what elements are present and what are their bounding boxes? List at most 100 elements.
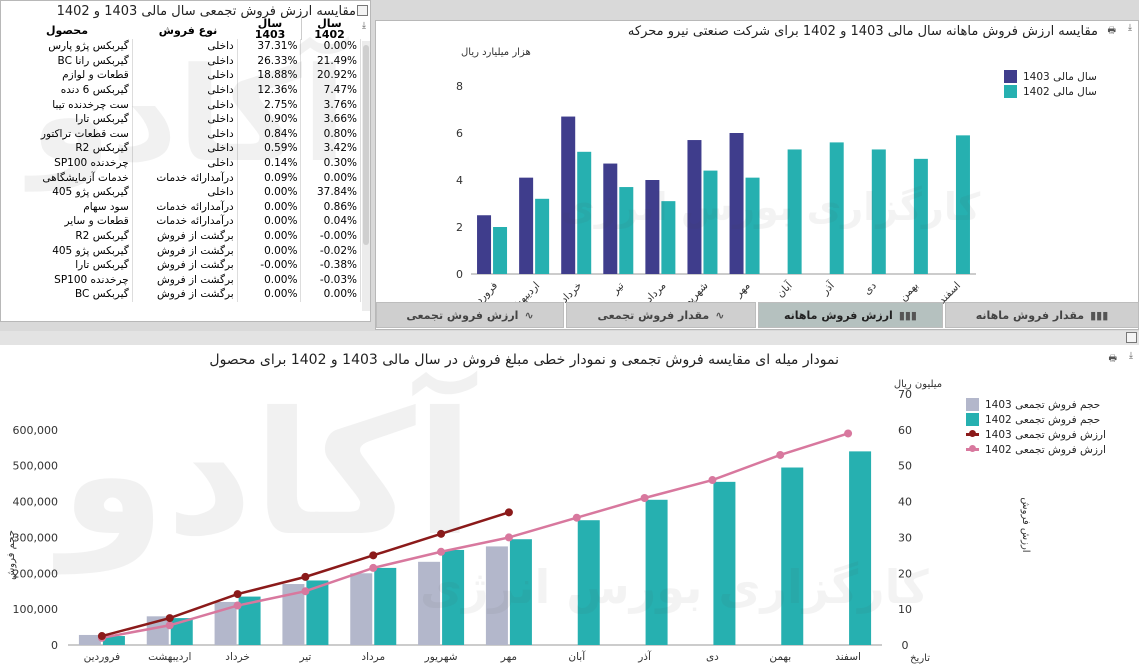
column-header-product[interactable]: محصول: [45, 24, 89, 37]
line-point[interactable]: [844, 429, 853, 438]
line-point[interactable]: [165, 621, 174, 630]
cell-year-1402: 21.49%: [300, 53, 361, 69]
export-icon[interactable]: ⤓: [362, 21, 368, 31]
bar-1403[interactable]: [561, 116, 576, 274]
bar-1403[interactable]: [519, 177, 534, 274]
table-row[interactable]: سود سهام درآمدارائه خدمات 0.00% 0.86%: [1, 199, 361, 215]
bar-1402[interactable]: [871, 149, 886, 274]
bar-1402[interactable]: [703, 170, 718, 274]
line-point[interactable]: [301, 572, 310, 581]
table-row[interactable]: گیربکس R2 داخلی 0.59% 3.42%: [1, 141, 361, 156]
bar-1402[interactable]: [102, 636, 125, 645]
bar-1402[interactable]: [509, 539, 532, 645]
bar-1402[interactable]: [493, 227, 508, 274]
table-row[interactable]: قطعات و لوازم داخلی 18.88% 20.92%: [1, 68, 361, 83]
bar-1402[interactable]: [619, 187, 634, 274]
tab-0[interactable]: مقدار فروش ماهانه ▮▮▮: [945, 302, 1139, 328]
column-header-year-1403[interactable]: سال 1403: [254, 17, 286, 41]
table-row[interactable]: گیربکس پژو 405 برگشت از فروش 0.00% -0.02%: [1, 243, 361, 258]
print-icon[interactable]: 🖶: [1108, 354, 1119, 364]
legend-item[interactable]: سال مالی 1403: [1004, 69, 1124, 84]
bar-1402[interactable]: [170, 618, 193, 645]
table-row[interactable]: گیربکس تارا داخلی 0.90% 3.66%: [1, 111, 361, 127]
tab-1[interactable]: ارزش فروش ماهانه ▮▮▮: [758, 302, 943, 328]
table-row[interactable]: ست چرخدنده تیبا داخلی 2.75% 3.76%: [1, 97, 361, 112]
line-point[interactable]: [301, 587, 310, 596]
bar-1402[interactable]: [781, 467, 804, 645]
table-row[interactable]: گیربکس پژو 405 داخلی 0.00% 37.84%: [1, 184, 361, 200]
line-point[interactable]: [776, 450, 785, 459]
bar-1402[interactable]: [661, 201, 676, 274]
bar-1402[interactable]: [238, 596, 261, 645]
table-row[interactable]: گیربکس 6 دنده داخلی 12.36% 7.47%: [1, 82, 361, 98]
bar-1403[interactable]: [687, 140, 702, 274]
bar-1402[interactable]: [442, 549, 465, 645]
line-point[interactable]: [504, 533, 513, 542]
bar-1403[interactable]: [78, 634, 101, 645]
bar-1403[interactable]: [418, 561, 441, 645]
legend-item[interactable]: ارزش فروش تجمعی 1403: [966, 427, 1126, 442]
line-point[interactable]: [437, 547, 446, 556]
table-row[interactable]: گیربکس R2 برگشت از فروش 0.00% -0.00%: [1, 228, 361, 244]
column-header-sale-type[interactable]: نوع فروش: [158, 24, 218, 37]
maximize-icon[interactable]: [1126, 332, 1137, 343]
bar-1403[interactable]: [214, 601, 237, 645]
legend-item[interactable]: حجم فروش تجمعی 1402: [966, 412, 1126, 427]
print-icon[interactable]: 🖶: [1107, 26, 1118, 36]
table-row[interactable]: خدمات آزمایشگاهی درآمدارائه خدمات 0.09% 0.0…: [1, 170, 361, 185]
tab-2[interactable]: مقدار فروش تجمعی ∿: [566, 302, 756, 328]
bar-1402[interactable]: [713, 481, 736, 645]
line-point[interactable]: [369, 551, 378, 560]
legend-item[interactable]: ارزش فروش تجمعی 1402: [966, 442, 1126, 457]
table-row[interactable]: چرخدنده SP100 داخلی 0.14% 0.30%: [1, 155, 361, 171]
bar-1402[interactable]: [577, 520, 600, 645]
line-point[interactable]: [437, 529, 446, 538]
table-row[interactable]: ست قطعات تراکتور داخلی 0.84% 0.80%: [1, 126, 361, 142]
bar-1403[interactable]: [485, 546, 508, 645]
line-point[interactable]: [233, 590, 242, 599]
legend-item[interactable]: سال مالی 1402: [1004, 84, 1124, 99]
line-point[interactable]: [97, 632, 106, 641]
bar-1402[interactable]: [535, 198, 550, 274]
line-1402[interactable]: [101, 432, 849, 640]
table-row[interactable]: چرخدنده SP100 برگشت از فروش 0.00% -0.03%: [1, 272, 361, 288]
export-icon[interactable]: ⤓: [1129, 351, 1135, 361]
line-point[interactable]: [504, 508, 513, 517]
bar-1402[interactable]: [577, 151, 592, 274]
tab-3[interactable]: ارزش فروش تجمعی ∿: [376, 302, 564, 328]
table-scrollbar[interactable]: [362, 41, 370, 311]
bar-1402[interactable]: [955, 135, 970, 274]
bar-1403[interactable]: [603, 163, 618, 274]
table-row[interactable]: گیربکس BC برگشت از فروش 0.00% 0.00%: [1, 287, 361, 302]
bar-1402[interactable]: [374, 567, 397, 645]
line-point[interactable]: [369, 563, 378, 572]
cell-sale-type: داخلی: [132, 111, 238, 127]
x-tick-label: خرداد: [225, 651, 250, 663]
line-point[interactable]: [572, 513, 581, 522]
column-header-year-1402[interactable]: سال 1402: [301, 18, 357, 40]
bar-1402[interactable]: [849, 451, 872, 645]
bar-1402[interactable]: [645, 499, 668, 645]
bar-1402[interactable]: [913, 158, 928, 274]
bar-1403[interactable]: [645, 180, 660, 274]
table-row[interactable]: گیربکس تارا برگشت از فروش -0.00% -0.38%: [1, 257, 361, 273]
line-point[interactable]: [708, 476, 717, 485]
bar-1403[interactable]: [350, 573, 373, 645]
table-row[interactable]: گیربکس رانا BC داخلی 26.33% 21.49%: [1, 53, 361, 69]
table-row[interactable]: قطعات و سایر درآمدارائه خدمات 0.00% 0.04%: [1, 214, 361, 229]
scrollbar-thumb[interactable]: [363, 45, 369, 245]
line-point[interactable]: [640, 493, 649, 502]
bar-1402[interactable]: [306, 580, 329, 645]
bar-1403[interactable]: [729, 133, 744, 274]
bar-1403[interactable]: [282, 584, 305, 645]
bar-1402[interactable]: [745, 177, 760, 274]
table-row[interactable]: گیربکس پژو پارس داخلی 37.31% 0.00%: [1, 39, 361, 54]
bar-1402[interactable]: [787, 149, 802, 274]
line-point[interactable]: [233, 601, 242, 610]
line-point[interactable]: [165, 614, 174, 623]
bar-1402[interactable]: [829, 142, 844, 274]
legend-item[interactable]: حجم فروش تجمعی 1403: [966, 397, 1126, 412]
export-icon[interactable]: ⤓: [1128, 23, 1134, 33]
maximize-icon[interactable]: [357, 5, 368, 16]
bar-1403[interactable]: [477, 215, 492, 274]
